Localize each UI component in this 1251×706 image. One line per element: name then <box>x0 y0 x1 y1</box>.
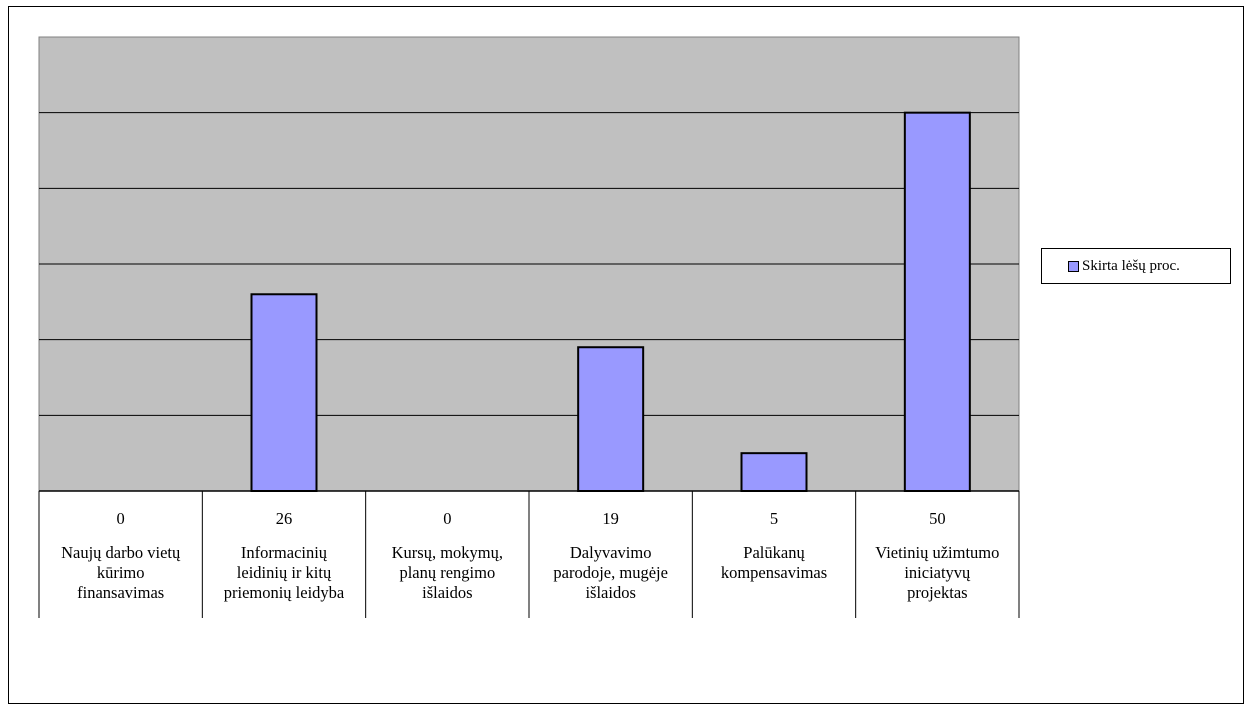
legend: Skirta lėšų proc. <box>1041 248 1231 284</box>
legend-label: Skirta lėšų proc. <box>1082 257 1180 274</box>
value-label: 26 <box>276 509 293 528</box>
category-label: Dalyvavimo parodoje, mugėje išlaidos <box>553 543 668 602</box>
value-label: 0 <box>443 509 451 528</box>
value-label: 50 <box>929 509 946 528</box>
bar <box>577 346 645 492</box>
category-label: Vietinių užimtumo iniciatyvų projektas <box>875 543 999 602</box>
value-label: 5 <box>770 509 778 528</box>
value-label: 19 <box>602 509 619 528</box>
bar <box>740 452 808 492</box>
category-label: Kursų, mokymų, planų rengimo išlaidos <box>392 543 503 602</box>
category-label: Informacinių leidinių ir kitų priemonių le… <box>224 543 345 602</box>
bar <box>903 111 971 493</box>
value-label: 0 <box>117 509 125 528</box>
bar <box>250 293 318 492</box>
legend-swatch <box>1068 260 1079 272</box>
category-label: Naujų darbo vietų kūrimo finansavimas <box>61 543 181 602</box>
data-table: 0 Naujų darbo vietų kūrimo finansavimas 26 In… <box>38 491 1020 618</box>
category-label: Palūkanų kompensavimas <box>721 543 827 582</box>
bars <box>39 111 1019 493</box>
gridlines <box>39 112 1019 416</box>
